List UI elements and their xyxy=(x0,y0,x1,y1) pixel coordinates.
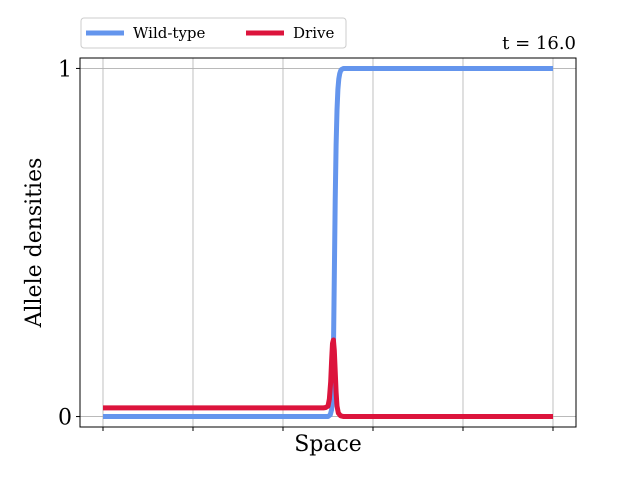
x-axis-label: Space xyxy=(294,432,362,457)
series-layer xyxy=(103,65,553,420)
series-line-drive xyxy=(103,337,553,420)
plot-frame xyxy=(79,57,577,428)
legend-box xyxy=(80,17,347,49)
y-tick-label-0: 0 xyxy=(58,406,72,431)
y-tick-label-1: 1 xyxy=(58,57,72,82)
ticks: 01 xyxy=(58,57,554,431)
time-annotation: t = 16.0 xyxy=(502,33,576,54)
y-axis-label: Allele densities xyxy=(22,158,47,329)
legend-label-wild-type: Wild-type xyxy=(133,24,206,42)
legend: Wild-type Drive xyxy=(80,17,347,49)
legend-label-drive: Drive xyxy=(293,24,334,42)
series-line-wild-type xyxy=(103,65,553,420)
grid xyxy=(80,58,576,427)
